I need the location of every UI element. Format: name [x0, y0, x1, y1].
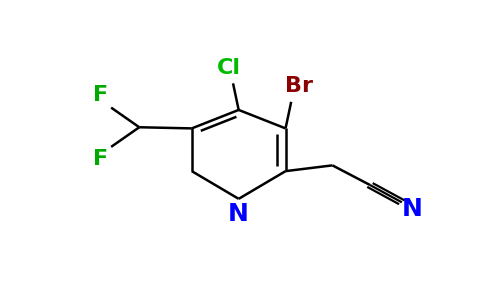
Text: F: F — [93, 85, 108, 105]
Text: N: N — [228, 202, 249, 226]
Text: N: N — [402, 197, 423, 221]
Text: F: F — [93, 149, 108, 169]
Text: Br: Br — [285, 76, 313, 96]
Text: Cl: Cl — [217, 58, 242, 78]
